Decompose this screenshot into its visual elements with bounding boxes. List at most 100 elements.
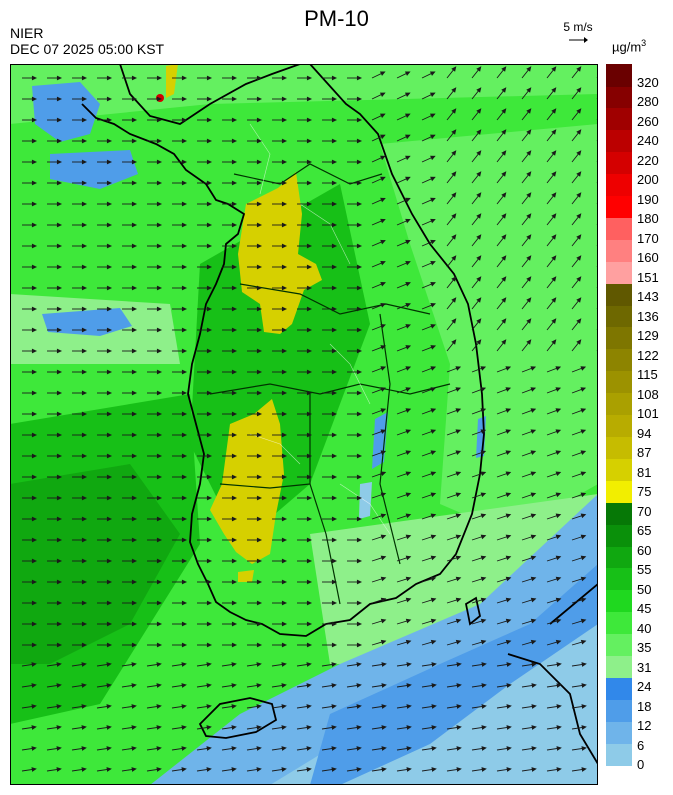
wind-arrow-head — [476, 129, 482, 135]
province-boundaries — [209, 163, 451, 605]
wind-arrow-head — [356, 537, 363, 543]
wind-arrow-head — [576, 66, 582, 72]
wind-arrow-head — [431, 683, 437, 688]
wind-arrow-head — [381, 767, 387, 772]
legend-tick-label: 70 — [637, 503, 652, 519]
wind-arrow-head — [480, 618, 487, 624]
legend-tick-label: 24 — [637, 679, 652, 695]
wind-arrow-head — [306, 537, 313, 543]
wind-arrow-head — [501, 171, 507, 177]
wind-arrow-head — [530, 576, 537, 582]
wind-arrow-head — [231, 600, 238, 606]
wind-arrow-head — [56, 180, 63, 186]
wind-arrow-head — [206, 704, 212, 709]
wind-arrow-head — [356, 642, 363, 648]
wind-arrow-head — [501, 318, 507, 324]
wind-arrow-head — [405, 618, 412, 624]
wind-arrow-head — [526, 339, 532, 345]
wind-arrow-head — [56, 348, 63, 354]
wind-arrow-head — [551, 87, 557, 93]
wind-arrow-head — [56, 138, 63, 144]
wind-arrow-head — [281, 495, 288, 501]
wind-arrow-head — [380, 239, 386, 245]
wind-arrow-head — [281, 746, 287, 751]
wind-arrow-head — [181, 642, 188, 648]
wind-arrow-head — [526, 108, 532, 114]
wind-arrow-head — [505, 576, 512, 582]
wind-arrow-head — [231, 348, 238, 354]
wind-arrow-head — [231, 201, 238, 207]
legend-tick-label: 220 — [637, 152, 659, 168]
wind-arrow-head — [81, 327, 88, 333]
wind-arrow-head — [551, 213, 557, 219]
wind-arrow-head — [331, 453, 338, 459]
wind-arrow-head — [306, 432, 313, 438]
wind-arrow-head — [356, 704, 362, 709]
legend-tick-label: 18 — [637, 698, 652, 714]
wind-arrow-head — [31, 495, 38, 501]
wind-arrow-head — [405, 345, 412, 350]
wind-arrow-head — [455, 471, 462, 477]
wind-arrow-head — [451, 87, 457, 93]
wind-arrow-head — [530, 366, 537, 371]
wind-arrow-head — [356, 411, 363, 417]
wind-arrow-head — [581, 725, 587, 730]
wind-arrow-head — [306, 411, 313, 417]
wind-arrow-head — [481, 746, 487, 751]
wind-arrow-head — [455, 492, 462, 498]
wind-arrow-head — [56, 579, 63, 585]
wind-arrow-head — [380, 176, 386, 182]
wind-arrow-head — [480, 429, 487, 434]
legend-color-block — [606, 151, 632, 175]
wind-arrow-head — [156, 746, 162, 751]
wind-arrow-head — [256, 474, 263, 480]
wind-arrow-head — [81, 579, 88, 585]
wind-arrow-head — [106, 306, 113, 312]
wind-arrow-head — [81, 704, 87, 709]
wind-arrow-head — [281, 537, 288, 543]
wind-arrow-head — [31, 138, 38, 144]
wind-arrow-head — [231, 704, 237, 709]
wind-arrow-head — [501, 339, 507, 345]
wind-arrow-head — [430, 408, 437, 413]
wind-arrow-head — [206, 537, 213, 543]
wind-arrow-head — [31, 600, 38, 606]
wind-arrow-head — [156, 579, 163, 585]
wind-arrow-head — [506, 767, 512, 772]
wind-arrow-head — [456, 725, 462, 730]
wind-arrow-head — [380, 155, 386, 161]
wind-arrow-head — [231, 432, 238, 438]
wind-arrow-head — [476, 255, 482, 261]
wind-arrow-head — [476, 213, 482, 219]
wind-arrow-head — [405, 555, 412, 561]
wind-arrow-head — [331, 495, 338, 501]
wind-arrow-head — [31, 516, 38, 522]
legend-tick-label: 12 — [637, 718, 652, 734]
wind-arrow-head — [581, 767, 587, 772]
legend-color-block — [606, 524, 632, 547]
wind-arrow-head — [156, 683, 162, 688]
wind-arrow-head — [576, 276, 582, 282]
wind-arrow-head — [306, 662, 312, 667]
legend-tick-label: 60 — [637, 542, 652, 558]
wind-arrow-head — [429, 92, 436, 97]
wind-arrow-head — [306, 117, 313, 123]
wind-arrow-head — [256, 117, 263, 123]
legend-tick-label: 35 — [637, 640, 652, 656]
wind-arrow-head — [156, 201, 163, 207]
legend-tick-label: 260 — [637, 113, 659, 129]
wind-arrow-head — [551, 150, 557, 156]
legend-color-block — [606, 567, 632, 591]
wind-arrow-head — [505, 408, 512, 413]
wind-arrow-head — [56, 662, 62, 667]
wind-arrow-head — [156, 159, 163, 165]
wind-arrow-head — [131, 369, 138, 375]
wind-arrow-head — [31, 642, 38, 648]
wind-arrow-head — [56, 75, 63, 81]
wind-arrow-head — [406, 662, 412, 667]
wind-arrow-head — [380, 576, 387, 582]
wind-arrow-head — [531, 662, 537, 667]
wind-arrow-head — [379, 113, 386, 119]
legend-color-block — [606, 64, 632, 87]
wind-arrow-head — [356, 432, 363, 438]
